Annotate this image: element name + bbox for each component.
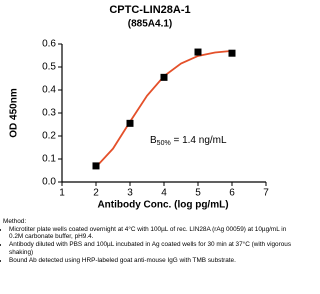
annotation-text: B bbox=[150, 135, 157, 146]
annotation: B50% = 1.4 ng/mL bbox=[150, 135, 227, 147]
y-tick-label: 0.5 bbox=[42, 62, 56, 73]
chart-title: CPTC-LIN28A-1 bbox=[109, 4, 190, 16]
y-tick-label: 0.0 bbox=[42, 177, 56, 188]
x-tick-label: 5 bbox=[195, 188, 201, 199]
x-tick-label: 4 bbox=[161, 188, 167, 199]
data-point bbox=[126, 119, 134, 127]
method-heading: Method: bbox=[3, 218, 27, 225]
x-axis-label: Antibody Conc. (log pg/mL) bbox=[97, 200, 228, 211]
x-tick-label: 6 bbox=[229, 188, 235, 199]
x-tick-label: 7 bbox=[263, 188, 269, 199]
chart: CPTC-LIN28A-1 (885A4.1) Antibody Conc. (… bbox=[9, 4, 270, 211]
page: CPTC-LIN28A-1 (885A4.1) Antibody Conc. (… bbox=[0, 0, 300, 294]
y-tick-label: 0.1 bbox=[42, 154, 56, 165]
x-tick-label: 2 bbox=[93, 188, 99, 199]
method-list: Microtiter plate wells coated overnight … bbox=[3, 226, 297, 265]
data-point bbox=[160, 73, 168, 81]
y-tick-label: 0.4 bbox=[42, 85, 56, 96]
y-tick-label: 0.6 bbox=[42, 39, 56, 50]
fit-curve bbox=[95, 50, 233, 168]
annotation-subscript: 50% bbox=[157, 140, 171, 147]
method-item: Bound Ab detected using HRP-labeled goat… bbox=[9, 257, 297, 265]
data-point bbox=[194, 48, 202, 56]
annotation-rest: = 1.4 ng/mL bbox=[171, 135, 227, 146]
y-tick-label: 0.3 bbox=[42, 108, 56, 119]
data-point bbox=[228, 49, 236, 57]
method: Method: Microtiter plate wells coated ov… bbox=[3, 218, 297, 264]
x-tick-label: 3 bbox=[127, 188, 133, 199]
x-tick-label: 1 bbox=[59, 188, 65, 199]
method-item: Microtiter plate wells coated overnight … bbox=[9, 226, 297, 241]
y-axis-label: OD 450nm bbox=[9, 88, 20, 138]
y-tick-label: 0.2 bbox=[42, 131, 56, 142]
data-point bbox=[92, 162, 100, 170]
chart-subtitle: (885A4.1) bbox=[128, 19, 172, 30]
method-item: Antibody diluted with PBS and 100µL incu… bbox=[9, 241, 297, 256]
